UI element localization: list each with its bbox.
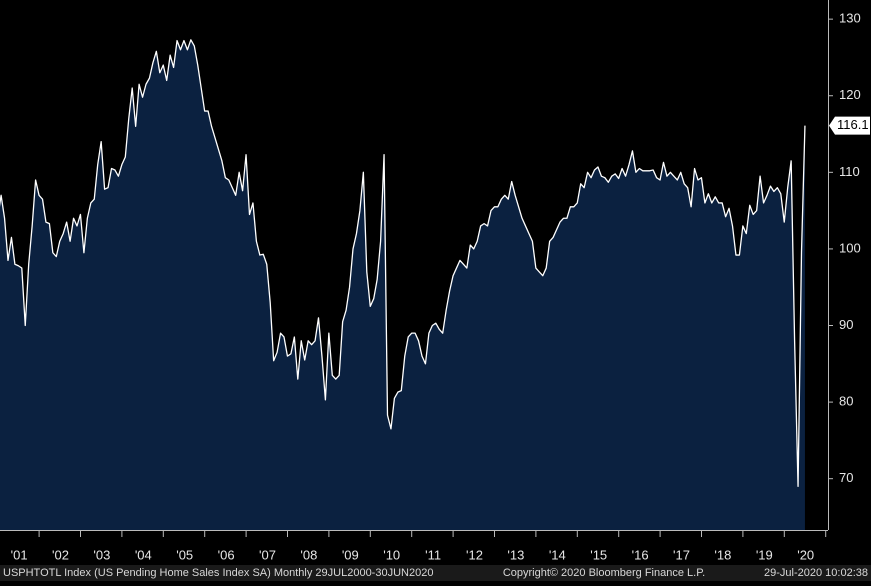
x-tick-label: '08 <box>300 547 317 562</box>
y-tick-label: 120 <box>839 87 861 102</box>
x-tick-label: '10 <box>383 547 400 562</box>
x-tick-label: '09 <box>342 547 359 562</box>
x-tick-label: '14 <box>549 547 566 562</box>
x-tick-label: '07 <box>259 547 276 562</box>
x-tick-label: '03 <box>93 547 110 562</box>
x-tick-label: '02 <box>52 547 69 562</box>
y-tick-label: 70 <box>839 470 853 485</box>
line <box>0 39 806 487</box>
x-tick-label: '17 <box>673 547 690 562</box>
y-tick-label: 130 <box>839 11 861 26</box>
y-tick-label: 100 <box>839 240 861 255</box>
x-tick-label: '11 <box>425 547 441 562</box>
footer-timestamp: 29-Jul-2020 10:02:38 <box>764 567 868 579</box>
y-tick-label: 90 <box>839 317 853 332</box>
last-value-label: 116.1 <box>837 117 869 132</box>
x-tick-label: '18 <box>714 547 731 562</box>
x-tick-label: '13 <box>507 547 524 562</box>
area <box>0 39 805 530</box>
x-tick-label: '12 <box>466 547 483 562</box>
x-tick-label: '04 <box>135 547 152 562</box>
x-tick-label: '16 <box>632 547 649 562</box>
plot-area <box>0 39 806 530</box>
y-tick-label: 80 <box>839 394 853 409</box>
x-tick-label: '01 <box>11 547 28 562</box>
footer-source: USPHTOTL Index (US Pending Home Sales In… <box>3 567 433 579</box>
footer-bar <box>0 565 871 581</box>
x-tick-label: '05 <box>176 547 193 562</box>
x-tick-label: '20 <box>797 547 814 562</box>
footer-copyright: Copyright© 2020 Bloomberg Finance L.P. <box>503 567 705 579</box>
last-value-flag <box>829 116 870 135</box>
x-tick-label: '06 <box>218 547 235 562</box>
x-tick-label: '15 <box>590 547 607 562</box>
y-tick-label: 110 <box>839 164 860 179</box>
x-tick-label: '19 <box>756 547 773 562</box>
